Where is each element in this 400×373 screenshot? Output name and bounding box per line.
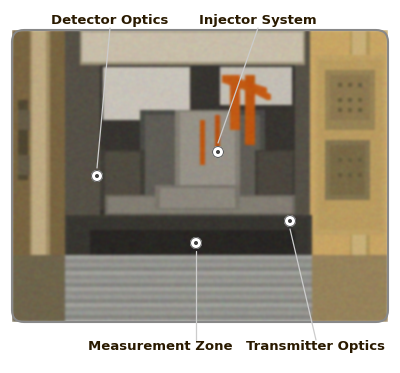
Circle shape <box>212 147 224 157</box>
Circle shape <box>92 170 102 182</box>
Circle shape <box>212 146 224 158</box>
Text: Transmitter Optics: Transmitter Optics <box>246 340 386 353</box>
Circle shape <box>288 219 292 223</box>
Circle shape <box>95 174 99 178</box>
Circle shape <box>284 216 296 226</box>
Circle shape <box>284 215 296 227</box>
Text: Detector Optics: Detector Optics <box>51 14 169 27</box>
Circle shape <box>194 241 198 245</box>
Text: Injector System: Injector System <box>199 14 317 27</box>
Circle shape <box>216 150 220 154</box>
Text: Measurement Zone: Measurement Zone <box>88 340 232 353</box>
Circle shape <box>190 238 202 248</box>
Circle shape <box>190 237 202 249</box>
Circle shape <box>91 170 103 182</box>
